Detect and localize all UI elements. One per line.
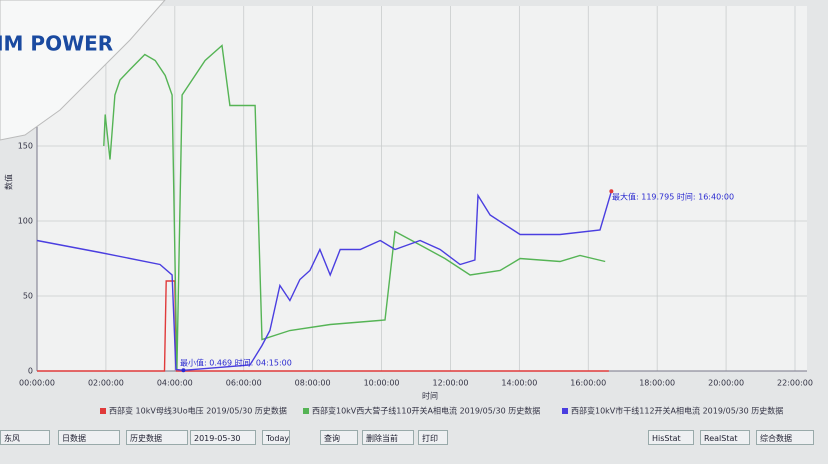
- toolbar-control[interactable]: 历史数据: [126, 430, 188, 445]
- legend-swatch: [100, 408, 106, 414]
- x-tick-label: 06:00:00: [226, 379, 262, 388]
- y-axis-label: 数值: [4, 174, 14, 190]
- legend-label: 西部变 10kV母线3Uo电压 2019/05/30 历史数据: [109, 406, 287, 416]
- toolbar-control[interactable]: 查询: [320, 430, 358, 445]
- toolbar-control[interactable]: 打印: [418, 430, 448, 445]
- toolbar-control[interactable]: 删除当前: [362, 430, 414, 445]
- toolbar-control[interactable]: 日数据: [58, 430, 120, 445]
- y-tick-label: 50: [23, 292, 33, 301]
- y-tick-label: 0: [28, 367, 33, 376]
- x-tick-label: 10:00:00: [364, 379, 400, 388]
- y-tick-label: 150: [18, 142, 33, 151]
- y-tick-label: 100: [18, 217, 33, 226]
- toolbar-control[interactable]: 综合数据: [756, 430, 814, 445]
- toolbar-control[interactable]: 东风: [0, 430, 50, 445]
- x-tick-label: 12:00:00: [432, 379, 468, 388]
- legend-swatch: [562, 408, 568, 414]
- x-tick-label: 18:00:00: [639, 379, 675, 388]
- legend-label: 西部变10kV市干线112开关A相电流 2019/05/30 历史数据: [571, 406, 783, 416]
- toolbar-control[interactable]: 2019-05-30: [190, 430, 256, 445]
- x-tick-label: 14:00:00: [501, 379, 537, 388]
- toolbar-control[interactable]: Today: [262, 430, 290, 445]
- x-tick-label: 20:00:00: [708, 379, 744, 388]
- legend-swatch: [303, 408, 309, 414]
- x-tick-label: 22:00:00: [777, 379, 813, 388]
- legend-label: 西部变10kV西大营子线110开关A相电流 2019/05/30 历史数据: [312, 406, 540, 416]
- min-marker: [181, 368, 186, 373]
- x-tick-label: 16:00:00: [570, 379, 606, 388]
- annotation: 最小值: 0.469 时间: 04:15:00: [180, 358, 292, 368]
- plot-area: [37, 6, 807, 371]
- series-line: [37, 280, 609, 372]
- x-tick-label: 04:00:00: [157, 379, 193, 388]
- series-line: [103, 44, 606, 370]
- x-axis-label: 时间: [422, 391, 438, 401]
- x-tick-label: 02:00:00: [88, 379, 124, 388]
- max-marker: [609, 189, 614, 194]
- annotation: 最大值: 119.795 时间: 16:40:00: [612, 192, 734, 202]
- x-tick-label: 00:00:00: [19, 379, 55, 388]
- logo: HM POWER: [0, 32, 113, 56]
- toolbar-control[interactable]: HisStat: [648, 430, 694, 445]
- x-tick-label: 08:00:00: [295, 379, 331, 388]
- toolbar-control[interactable]: RealStat: [700, 430, 750, 445]
- page-curl: [0, 0, 166, 141]
- series-line: [36, 191, 613, 372]
